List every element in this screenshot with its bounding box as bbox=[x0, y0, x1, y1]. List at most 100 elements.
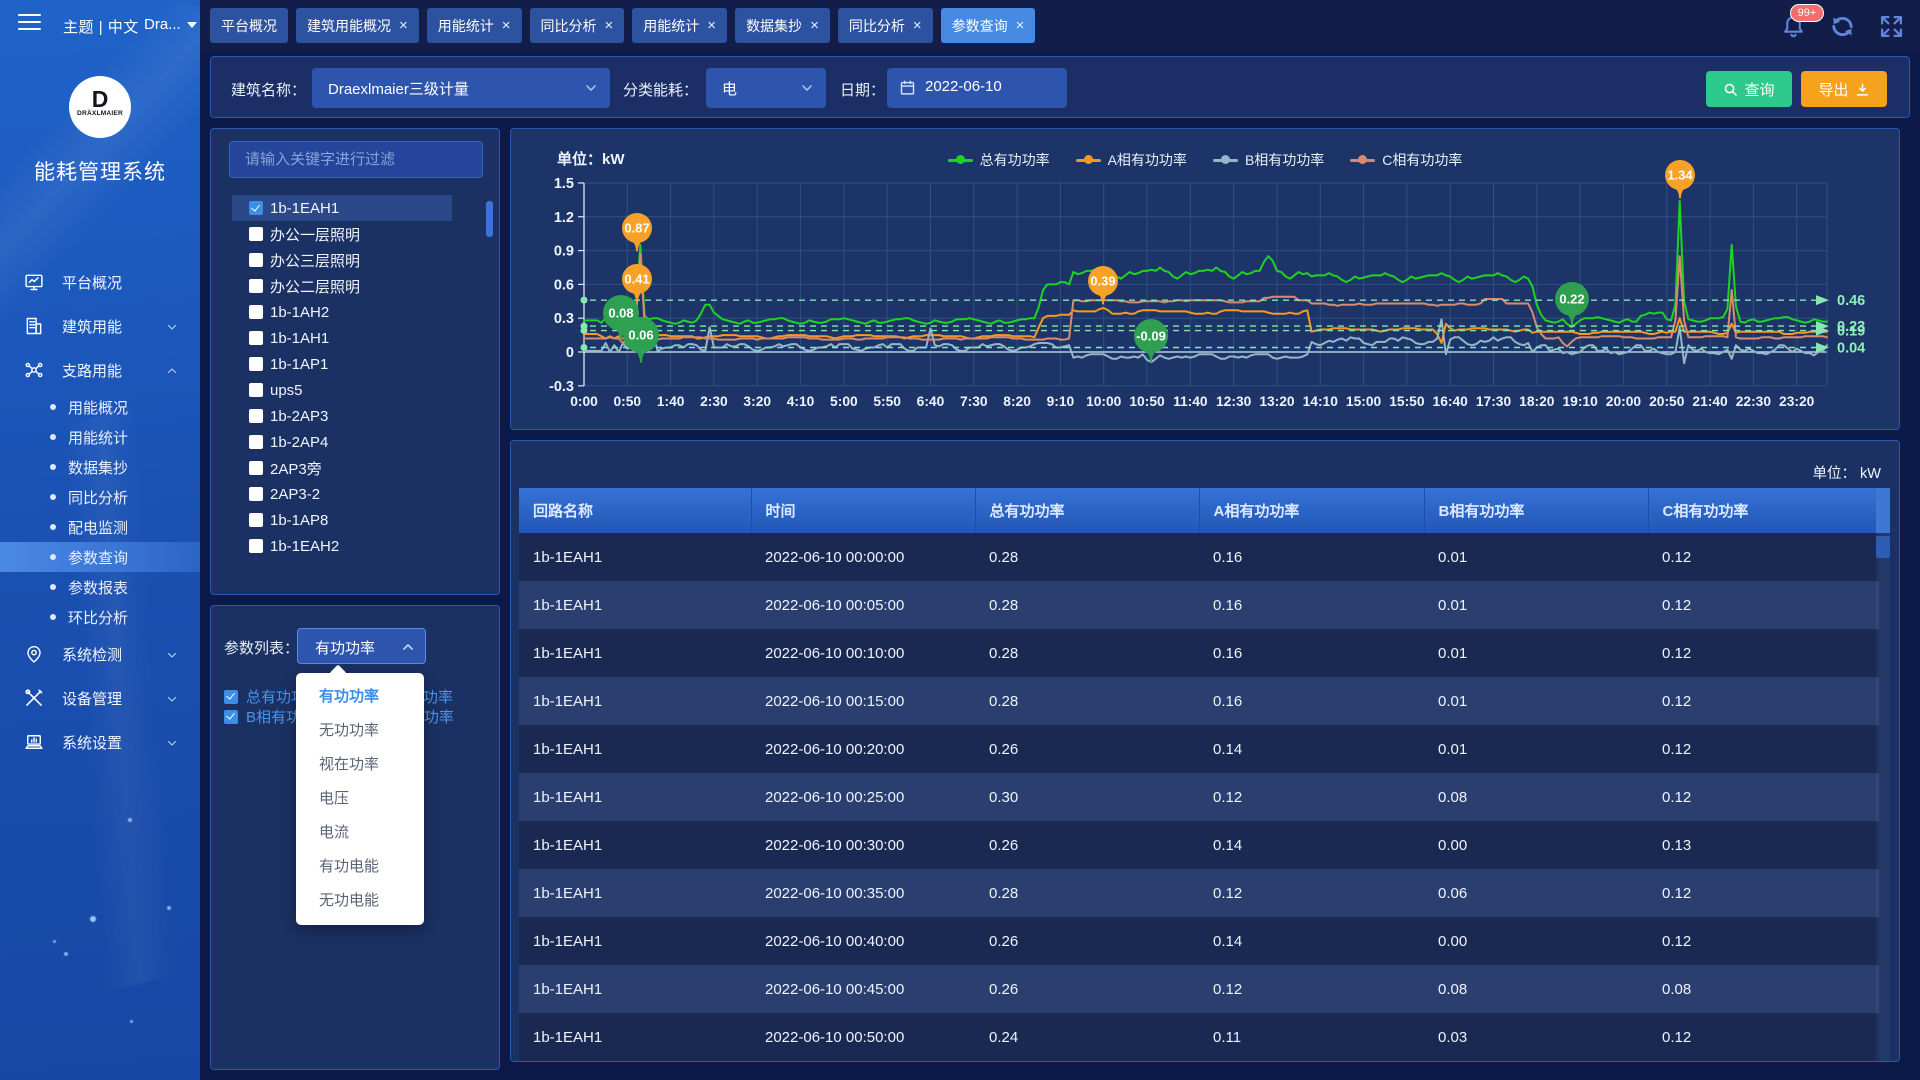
parameter-option-有功电能[interactable]: 有功电能 bbox=[319, 858, 380, 875]
tab-数据集抄-5[interactable]: 数据集抄 × bbox=[735, 8, 830, 43]
refresh-icon[interactable] bbox=[1830, 14, 1855, 39]
checkbox-unchecked[interactable] bbox=[249, 331, 263, 345]
chart-markpoint-0.41: 0.41 bbox=[622, 264, 652, 303]
energy-type-select[interactable]: 电 bbox=[706, 68, 826, 108]
sidebar-item-system-setting[interactable]: 系统设置 bbox=[0, 720, 200, 764]
circuit-item-2AP3旁[interactable]: 2AP3旁 bbox=[211, 455, 499, 481]
sidebar-subitem-data-collection[interactable]: 数据集抄 bbox=[0, 452, 200, 482]
tab-同比分析-3[interactable]: 同比分析 × bbox=[529, 8, 625, 43]
checkbox-unchecked[interactable] bbox=[249, 357, 263, 371]
table-row: 1b-1EAH1 2022-06-10 00:25:00 0.30 0.12 0.08 0… bbox=[519, 773, 1879, 821]
tab-close-icon[interactable]: × bbox=[912, 17, 922, 34]
circuit-item-ups5[interactable]: ups5 bbox=[211, 377, 499, 403]
parameter-option-电压[interactable]: 电压 bbox=[319, 790, 350, 807]
chevron-down-icon bbox=[802, 85, 812, 91]
tab-同比分析-6[interactable]: 同比分析 × bbox=[837, 8, 933, 43]
circuit-item-1b-1AH1[interactable]: 1b-1AH1 bbox=[211, 325, 499, 351]
circuit-search-input[interactable] bbox=[245, 142, 470, 177]
checkbox-unchecked[interactable] bbox=[249, 539, 263, 553]
legend-item-B相有功功率[interactable]: B相有功功率 bbox=[1212, 150, 1324, 170]
sidebar-subitem-energy-statistics[interactable]: 用能统计 bbox=[0, 422, 200, 452]
circuit-item-办公三层照明[interactable]: 办公三层照明 bbox=[211, 247, 499, 273]
circuit-item-1b-2AP4[interactable]: 1b-2AP4 bbox=[211, 429, 499, 455]
circuit-item-1b-1EAH1[interactable]: 1b-1EAH1 bbox=[211, 195, 499, 221]
table-unit-label: 单位： kW bbox=[1812, 466, 1881, 482]
sidebar-subitem-power-monitor[interactable]: 配电监测 bbox=[0, 512, 200, 542]
download-icon bbox=[1856, 82, 1868, 96]
tab-close-icon[interactable]: × bbox=[501, 17, 511, 34]
parameter-option-无功功率[interactable]: 无功功率 bbox=[319, 722, 380, 739]
tab-参数查询-7[interactable]: 参数查询 × bbox=[940, 8, 1036, 43]
notifications-bell-icon[interactable]: 99+ bbox=[1781, 3, 1824, 39]
svg-text:0.3: 0.3 bbox=[554, 311, 574, 327]
sidebar-item-platform-overview[interactable]: 平台概况 bbox=[0, 260, 200, 304]
checkbox-unchecked[interactable] bbox=[249, 513, 263, 527]
tab-平台概况-0[interactable]: 平台概况 bbox=[210, 8, 288, 43]
sidebar-item-building-energy[interactable]: 建筑用能 bbox=[0, 304, 200, 348]
checkbox-unchecked[interactable] bbox=[249, 461, 263, 475]
parameter-select[interactable]: 有功功率 bbox=[297, 628, 426, 664]
circuit-item-1b-1AP8[interactable]: 1b-1AP8 bbox=[211, 507, 499, 533]
theme-label[interactable]: 主题 bbox=[63, 19, 95, 36]
tab-建筑用能概况-1[interactable]: 建筑用能概况 × bbox=[296, 8, 419, 43]
user-menu[interactable]: Dra... bbox=[144, 16, 197, 33]
sidebar-item-device-manage[interactable]: 设备管理 bbox=[0, 676, 200, 720]
tab-用能统计-2[interactable]: 用能统计 × bbox=[426, 8, 522, 43]
checkbox-unchecked[interactable] bbox=[249, 279, 263, 293]
tab-close-icon[interactable]: × bbox=[604, 17, 614, 34]
date-picker[interactable]: 2022-06-10 bbox=[887, 68, 1067, 108]
legend-item-A相有功功率[interactable]: A相有功功率 bbox=[1075, 150, 1187, 170]
building-select[interactable]: Draexlmaier三级计量 bbox=[312, 68, 610, 108]
sidebar-item-branch-energy[interactable]: 支路用能 bbox=[0, 348, 200, 392]
checkbox-unchecked[interactable] bbox=[249, 409, 263, 423]
export-button[interactable]: 导出 bbox=[1801, 71, 1887, 107]
circuit-item-办公二层照明[interactable]: 办公二层照明 bbox=[211, 273, 499, 299]
checkbox-checked[interactable] bbox=[249, 201, 263, 215]
tab-close-icon[interactable]: × bbox=[399, 17, 408, 34]
circuit-item-2AP3-2[interactable]: 2AP3-2 bbox=[211, 481, 499, 507]
checkbox-unchecked[interactable] bbox=[249, 305, 263, 319]
tab-用能统计-4[interactable]: 用能统计 × bbox=[632, 8, 728, 43]
cell-total: 0.28 bbox=[975, 581, 1199, 629]
cell-circuit: 1b-1EAH1 bbox=[519, 821, 751, 869]
sidebar-item-system-detect[interactable]: 系统检测 bbox=[0, 632, 200, 676]
checkbox-unchecked[interactable] bbox=[249, 383, 263, 397]
sidebar-subitem-yoy-analysis[interactable]: 同比分析 bbox=[0, 482, 200, 512]
cell-phase_b: 0.01 bbox=[1424, 677, 1648, 725]
parameter-option-电流[interactable]: 电流 bbox=[319, 824, 350, 841]
sidebar-subitem-param-report[interactable]: 参数报表 bbox=[0, 572, 200, 602]
circuit-item-1b-2AP3[interactable]: 1b-2AP3 bbox=[211, 403, 499, 429]
language-label[interactable]: 中文 bbox=[107, 19, 139, 36]
circuit-item-1b-1EAH2[interactable]: 1b-1EAH2 bbox=[211, 533, 499, 559]
sidebar-subitem-energy-overview[interactable]: 用能概况 bbox=[0, 392, 200, 422]
circuit-item-1b-1AH2[interactable]: 1b-1AH2 bbox=[211, 299, 499, 325]
circuit-item-办公一层照明[interactable]: 办公一层照明 bbox=[211, 221, 499, 247]
fullscreen-icon[interactable] bbox=[1879, 14, 1904, 39]
circuit-item-1b-1AP1[interactable]: 1b-1AP1 bbox=[211, 351, 499, 377]
checkbox-checked[interactable] bbox=[224, 709, 238, 724]
checkbox-unchecked[interactable] bbox=[249, 487, 263, 501]
sidebar-subitem-param-query[interactable]: 参数查询 bbox=[0, 542, 200, 572]
parameter-option-视在功率[interactable]: 视在功率 bbox=[319, 756, 380, 773]
theme-language-switch[interactable]: 主题 | 中文 bbox=[63, 16, 139, 37]
menu-collapse-icon[interactable] bbox=[18, 14, 41, 31]
parameter-option-有功功率[interactable]: 有功功率 bbox=[319, 688, 380, 705]
checkbox-unchecked[interactable] bbox=[249, 227, 263, 241]
query-button[interactable]: 查询 bbox=[1706, 71, 1792, 107]
circuit-list-scrollbar[interactable] bbox=[486, 201, 493, 237]
tab-close-icon[interactable]: × bbox=[1015, 17, 1025, 34]
checkbox-checked[interactable] bbox=[224, 689, 238, 704]
checkbox-unchecked[interactable] bbox=[249, 435, 263, 449]
checkbox-unchecked[interactable] bbox=[249, 253, 263, 267]
legend-item-总有功功率[interactable]: 总有功功率 bbox=[947, 150, 1050, 170]
table-row: 1b-1EAH1 2022-06-10 00:15:00 0.28 0.16 0.01 0… bbox=[519, 677, 1879, 725]
sidebar-subitem-mom-analysis[interactable]: 环比分析 bbox=[0, 602, 200, 632]
column-header-B相有功功率: B相有功功率 bbox=[1424, 488, 1649, 533]
parameter-option-无功电能[interactable]: 无功电能 bbox=[319, 892, 380, 909]
legend-item-C相有功功率[interactable]: C相有功功率 bbox=[1350, 150, 1462, 170]
tab-close-icon[interactable]: × bbox=[707, 17, 717, 34]
table-scrollbar-thumb[interactable] bbox=[1876, 536, 1890, 558]
svg-text:15:50: 15:50 bbox=[1389, 394, 1425, 409]
tab-close-icon[interactable]: × bbox=[810, 17, 819, 34]
